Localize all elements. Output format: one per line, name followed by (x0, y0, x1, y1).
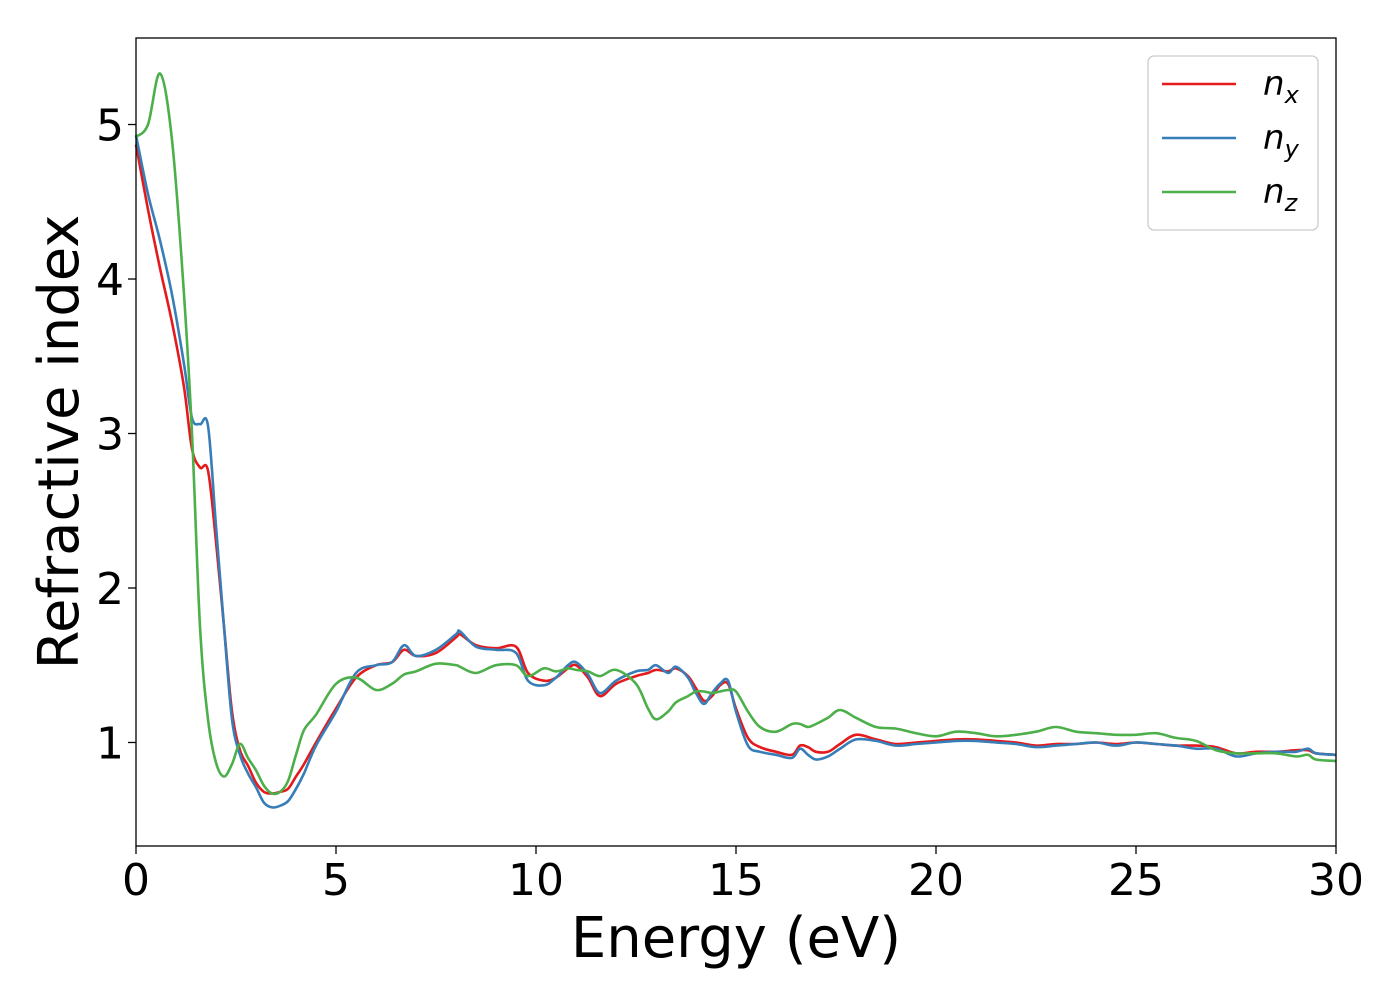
y-tick-label: 4 (96, 255, 124, 306)
x-tick-label: 5 (322, 855, 350, 906)
legend-box (1147, 55, 1319, 231)
x-axis-ticks: 0 5 10 15 20 25 30 (122, 846, 1364, 906)
y-axis-ticks: 1 2 3 4 5 (96, 101, 136, 769)
x-tick-label: 15 (708, 855, 764, 906)
x-tick-label: 20 (908, 855, 964, 906)
x-tick-label: 0 (122, 855, 150, 906)
x-tick-label: 30 (1308, 855, 1364, 906)
y-tick-label: 1 (96, 718, 124, 769)
y-tick-label: 3 (96, 410, 124, 461)
series-line-nz (135, 72, 1337, 796)
series-line-ny (134, 135, 1337, 809)
x-axis-label: Energy (eV) (571, 906, 901, 971)
series-layer (134, 72, 1337, 809)
y-tick-label: 5 (96, 101, 124, 152)
x-tick-label: 25 (1108, 855, 1164, 906)
x-tick-label: 10 (508, 855, 564, 906)
y-tick-label: 2 (96, 564, 124, 615)
y-axis-label: Refractive index (27, 215, 92, 670)
